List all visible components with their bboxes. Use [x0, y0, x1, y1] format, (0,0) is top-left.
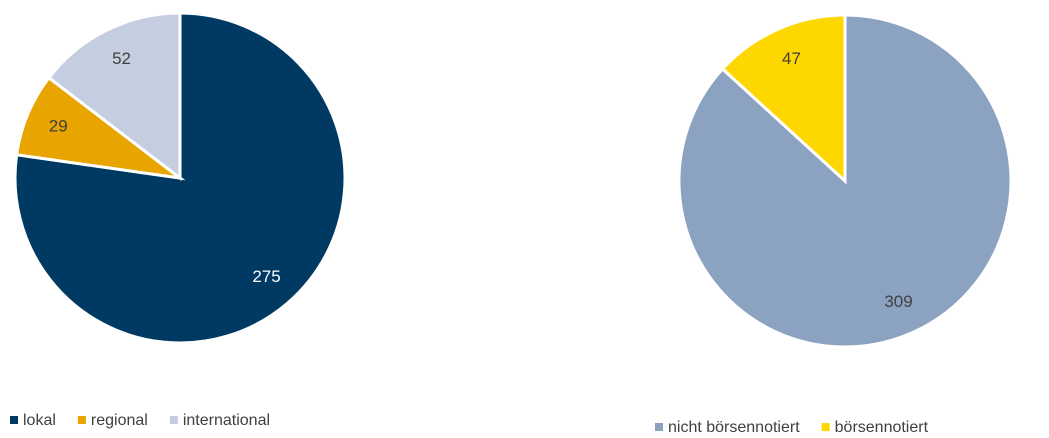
legend-swatch	[77, 416, 86, 424]
legend-swatch	[655, 423, 663, 431]
pie-slice	[720, 13, 847, 185]
legend-swatch	[10, 416, 18, 424]
data-label: 47	[782, 49, 801, 68]
legend-text: börsennotiert	[835, 419, 929, 436]
data-label: 309	[884, 292, 912, 311]
legend-swatch	[821, 423, 830, 431]
legend-text: lokal	[23, 412, 56, 429]
data-label: 29	[49, 116, 68, 135]
legend-text: regional	[91, 412, 148, 429]
legend-text: international	[183, 412, 270, 429]
data-label: 52	[112, 49, 131, 68]
data-label: 275	[252, 267, 280, 286]
pie-slice	[13, 11, 347, 345]
legend-swatch	[169, 416, 178, 424]
legend-text: nicht börsennotiert	[668, 419, 800, 436]
pie-slice	[46, 11, 182, 182]
